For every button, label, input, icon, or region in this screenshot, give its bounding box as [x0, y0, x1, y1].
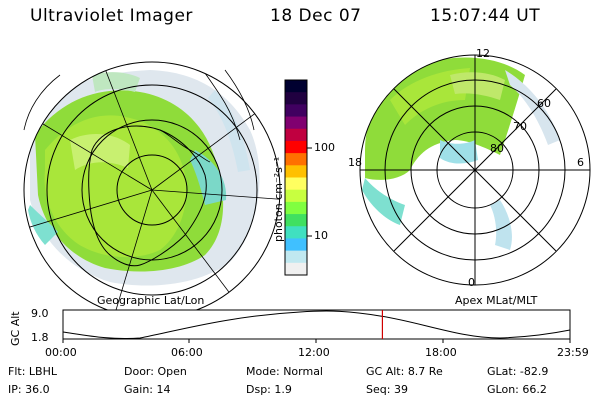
mlt-label-12: 12 [476, 47, 490, 60]
footer-ip: IP: 36.0 [8, 383, 50, 396]
altitude-ytick-max: 9.0 [31, 307, 49, 320]
footer-gain: Gain: 14 [124, 383, 171, 396]
footer-flt: Flt: LBHL [8, 365, 57, 378]
altitude-ytick-min: 1.8 [31, 331, 49, 344]
footer-dsp: Dsp: 1.9 [246, 383, 292, 396]
colorbar-unit: photon cm⁻²s⁻¹ [272, 156, 285, 242]
footer-glon: GLon: 66.2 [487, 383, 547, 396]
colorbar-band [285, 201, 307, 215]
footer-door: Door: Open [124, 365, 187, 378]
colorbar-band [285, 250, 307, 264]
colorbar-band [285, 262, 307, 276]
image-time: 15:07:44 UT [430, 6, 541, 26]
colorbar-band [285, 92, 307, 105]
geographic-map-label: Geographic Lat/Lon [97, 294, 205, 307]
colorbar-tick-100: 100 [314, 141, 335, 154]
magnetic-map [359, 54, 591, 286]
colorbar-band [285, 238, 307, 252]
colorbar-band [285, 80, 307, 93]
colorbar-band [285, 189, 307, 203]
magnetic-map-label: Apex MLat/MLT [455, 294, 538, 307]
time-tick-4: 23:59 [557, 346, 589, 359]
image-date: 18 Dec 07 [270, 6, 362, 26]
time-tick-1: 06:00 [171, 346, 203, 359]
footer-gc-alt: GC Alt: 8.7 Re [366, 365, 443, 378]
colorbar-band [285, 226, 307, 239]
colorbar-band [285, 116, 307, 130]
time-tick-0: 00:00 [45, 346, 77, 359]
geographic-map [23, 61, 281, 319]
mlt-label-6: 6 [577, 156, 584, 169]
mlt-label-0: 0 [468, 276, 475, 289]
colorbar-band [285, 153, 307, 166]
footer-mode: Mode: Normal [246, 365, 323, 378]
mlat-label-70: 70 [513, 120, 527, 133]
time-tick-2: 12:00 [298, 346, 330, 359]
time-tick-3: 18:00 [425, 346, 457, 359]
mlat-label-60: 60 [537, 97, 551, 110]
colorbar [284, 79, 312, 276]
app-title: Ultraviolet Imager [30, 6, 193, 26]
mlt-label-18: 18 [348, 156, 362, 169]
colorbar-band [285, 214, 307, 227]
colorbar-band [285, 128, 307, 142]
altitude-plot [62, 309, 571, 343]
colorbar-tick-10: 10 [314, 229, 328, 242]
altitude-ylabel: GC Alt [9, 311, 22, 346]
colorbar-band [285, 140, 307, 154]
colorbar-band [285, 104, 307, 118]
footer-seq: Seq: 39 [366, 383, 408, 396]
mlat-label-80: 80 [490, 142, 504, 155]
colorbar-band [285, 177, 307, 191]
colorbar-band [285, 165, 307, 178]
footer-glat: GLat: -82.9 [487, 365, 549, 378]
